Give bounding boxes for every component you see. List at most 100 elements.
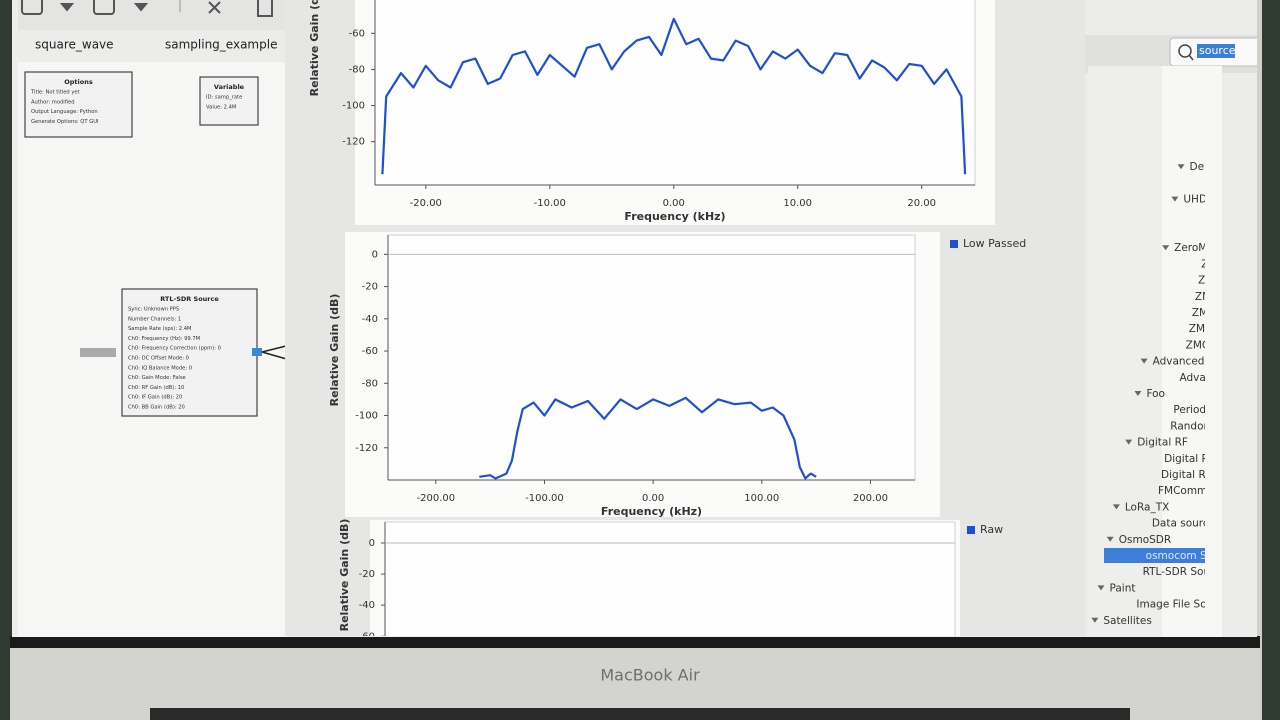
tree-item[interactable]: Advanced File xyxy=(1180,372,1253,384)
legend-label: Low Passed xyxy=(963,237,1026,250)
expander[interactable] xyxy=(1140,358,1148,364)
dropdown[interactable] xyxy=(59,3,75,12)
tab[interactable]: square_wave xyxy=(35,38,114,52)
x-tick-label: 0.00 xyxy=(642,493,664,504)
y-tick-label: 0 xyxy=(369,538,375,549)
y-tick-label: -40 xyxy=(362,314,378,325)
expander[interactable] xyxy=(1106,536,1114,542)
tree-item[interactable]: ZMQ PULL xyxy=(1198,275,1252,287)
block[interactable] xyxy=(199,76,259,126)
laptop-label: MacBook Air xyxy=(600,666,700,685)
tree-item[interactable]: FMComms5 Sou xyxy=(1158,485,1243,497)
tree-category[interactable]: Deprecated xyxy=(1190,161,1251,173)
y-tick-label: -80 xyxy=(349,64,365,75)
toolbar-icons xyxy=(21,0,273,17)
tree-item[interactable]: Image File Sou xyxy=(1136,599,1213,611)
tree-category[interactable]: Foo xyxy=(1146,388,1165,400)
x-tick-label: -20.00 xyxy=(410,198,442,209)
x-tick-label: 200.00 xyxy=(853,493,888,504)
spectrum-line xyxy=(381,17,967,175)
legend-swatch xyxy=(967,526,975,534)
tree-bg xyxy=(1162,66,1222,637)
block-param: Value: 2.4M xyxy=(206,104,236,110)
tree-item[interactable]: ZMQ REQ xyxy=(1195,291,1245,303)
tree-category[interactable]: OsmoSDR xyxy=(1119,534,1171,546)
tree-category[interactable]: LoRa_TX xyxy=(1125,501,1169,513)
dropdown[interactable] xyxy=(133,3,149,12)
x-tick-label: 20.00 xyxy=(907,198,936,209)
close-button[interactable] xyxy=(208,1,221,14)
tree-item[interactable]: Digital RF Cha xyxy=(1164,453,1238,465)
tree-blank xyxy=(1088,66,1163,637)
plot-area xyxy=(374,0,976,186)
tree-category[interactable]: Satellites xyxy=(1103,615,1151,627)
y-tick-label: -40 xyxy=(359,600,375,611)
tree-item[interactable]: Periodic Mess xyxy=(1173,404,1244,416)
tree-item[interactable]: Data source xyxy=(1152,518,1215,530)
tree-item[interactable]: RTL-SDR Sou xyxy=(1143,566,1211,578)
tree-item[interactable]: ZMQ SUB S xyxy=(1186,339,1246,351)
y-tick-label: -120 xyxy=(355,443,378,454)
selected-row xyxy=(1104,548,1205,563)
y-tick-label: -60 xyxy=(359,631,375,642)
tree-item[interactable]: ZMQ PULL xyxy=(1201,258,1255,270)
expander[interactable] xyxy=(1162,245,1170,251)
tree-item[interactable]: osmocom Sou xyxy=(1146,550,1220,562)
connector-block xyxy=(80,348,116,357)
block-param: Ch0: RF Gain (dB): 10 xyxy=(128,385,184,391)
spectrum-line xyxy=(479,396,817,480)
block-param: Output Language: Python xyxy=(31,109,98,115)
open-button[interactable] xyxy=(93,0,115,15)
tree-category[interactable]: Advanced File xyxy=(1153,356,1226,368)
x-axis-label: Frequency (kHz) xyxy=(624,210,725,223)
expander[interactable] xyxy=(1177,164,1185,170)
block[interactable] xyxy=(121,288,258,417)
new-button[interactable] xyxy=(21,0,43,15)
plot-area xyxy=(387,234,916,481)
x-tick-label: -10.00 xyxy=(534,198,566,209)
block-param: Ch0: Frequency Correction (ppm): 0 xyxy=(128,346,221,352)
block-title: Options xyxy=(64,78,93,86)
expander[interactable] xyxy=(1097,585,1105,591)
block-param: Ch0: Gain Mode: False xyxy=(128,375,186,381)
hinge xyxy=(150,708,1130,720)
tree-item[interactable]: Digital RF Sou xyxy=(1161,469,1235,481)
block-param: Ch0: IF Gain (dB): 20 xyxy=(128,395,182,401)
screen: square_wave sampling_example Options Titl… xyxy=(12,0,1257,642)
block-param: Ch0: DC Offset Mode: 0 xyxy=(128,356,189,362)
expander[interactable] xyxy=(1171,196,1179,202)
y-tick-label: -100 xyxy=(342,101,365,112)
x-tick-label: -200.00 xyxy=(417,493,456,504)
tree-category[interactable]: ZeroMQ Interfa xyxy=(1174,242,1254,254)
expander[interactable] xyxy=(1125,439,1133,445)
tree-item[interactable]: ZMQ SUB xyxy=(1189,323,1238,335)
x-tick-label: -100.00 xyxy=(525,493,564,504)
search-text[interactable]: source xyxy=(1199,44,1236,57)
tree-category[interactable]: Paint xyxy=(1110,582,1136,594)
block-param: Ch0: BB Gain (dB): 20 xyxy=(128,405,185,411)
block[interactable] xyxy=(24,71,133,138)
tree-item[interactable]: Random Perio xyxy=(1170,420,1243,432)
y-axis-label: Relative Gain (dB) xyxy=(338,519,351,632)
expander[interactable] xyxy=(1134,391,1142,396)
block-title: RTL-SDR Source xyxy=(160,295,219,303)
expander[interactable] xyxy=(1091,617,1099,623)
tree-item[interactable]: ZMQ REQ S xyxy=(1192,307,1252,319)
expander[interactable] xyxy=(1112,504,1120,510)
block-param: Sample Rate (sps): 2.4M xyxy=(128,326,192,332)
tree-category[interactable]: UHD xyxy=(1183,194,1207,206)
legend-swatch xyxy=(950,240,958,248)
y-tick-label: -20 xyxy=(359,569,375,580)
y-tick-label: -20 xyxy=(362,282,378,293)
tab-bar xyxy=(18,30,288,62)
tab[interactable]: sampling_example xyxy=(165,38,277,52)
y-tick-label: -60 xyxy=(362,346,378,357)
desk xyxy=(1262,0,1280,720)
tree-category[interactable]: Digital RF xyxy=(1137,437,1188,449)
block-param: Number Channels: 1 xyxy=(128,316,181,322)
text-selection xyxy=(1197,44,1235,58)
output-port xyxy=(252,348,262,356)
block-param: Ch0: IQ Balance Mode: 0 xyxy=(128,365,192,371)
toolbar-button[interactable] xyxy=(257,0,273,17)
search-icon xyxy=(1188,54,1194,61)
